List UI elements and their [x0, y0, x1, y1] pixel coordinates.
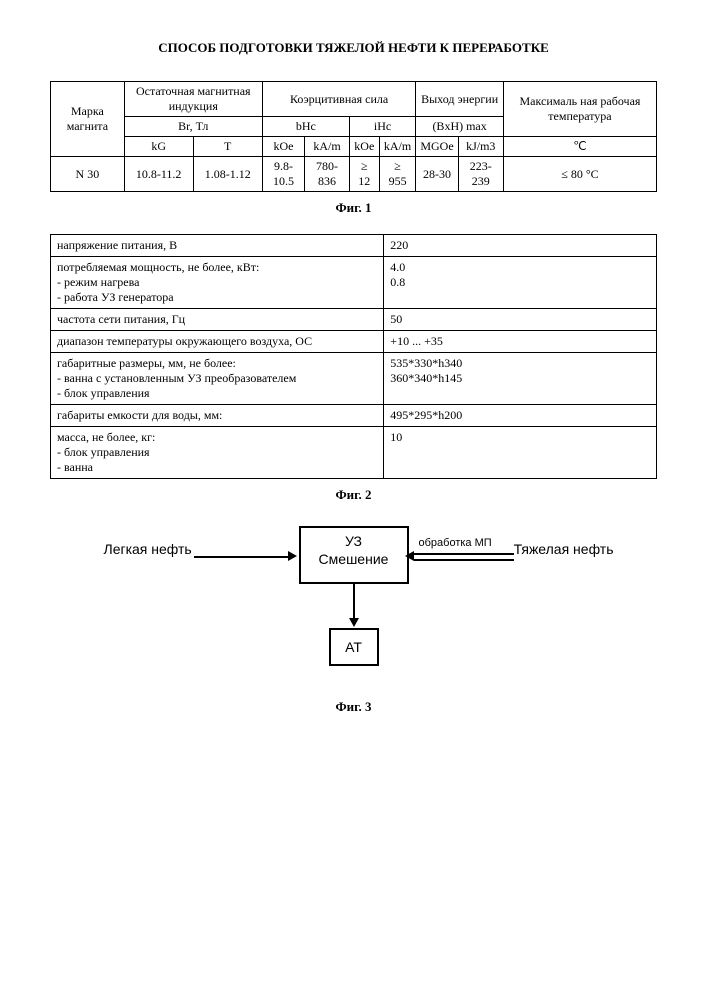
cell: 28-30: [416, 157, 458, 192]
unit: MGOe: [416, 137, 458, 157]
table-specs: напряжение питания, В220потребляемая мощ…: [50, 234, 657, 479]
unit: kA/m: [305, 137, 350, 157]
arrow-line: [194, 556, 289, 558]
table-row: масса, не более, кг: - блок управления -…: [51, 427, 657, 479]
arrow-line: [414, 553, 514, 555]
page-title: СПОСОБ ПОДГОТОВКИ ТЯЖЕЛОЙ НЕФТИ К ПЕРЕРА…: [50, 40, 657, 56]
unit: T: [193, 137, 262, 157]
unit: kG: [124, 137, 193, 157]
th-br: Br, Тл: [124, 117, 262, 137]
th-ihc: iHc: [349, 117, 416, 137]
cell: 780-836: [305, 157, 350, 192]
cell: N 30: [51, 157, 125, 192]
table-row: напряжение питания, В220: [51, 235, 657, 257]
table-row: потребляемая мощность, не более, кВт: - …: [51, 257, 657, 309]
unit: kA/m: [379, 137, 416, 157]
arrow-line: [353, 584, 355, 619]
spec-label: частота сети питания, Гц: [51, 309, 384, 331]
mix-box: УЗ Смешение: [299, 526, 409, 584]
flowchart: Легкая нефть Тяжелая нефть обработка МП …: [74, 521, 634, 691]
mix-l2: Смешение: [301, 550, 407, 568]
at-box: АТ: [329, 628, 379, 666]
cell: ≤ 80 °C: [503, 157, 656, 192]
th-bxh: (BxH) max: [416, 117, 504, 137]
spec-value: 4.0 0.8: [384, 257, 657, 309]
spec-label: габариты емкости для воды, мм:: [51, 405, 384, 427]
th-temp: Максималь ная рабочая температура: [503, 82, 656, 137]
spec-value: 535*330*h340 360*340*h145: [384, 353, 657, 405]
spec-label: габаритные размеры, мм, не более: - ванн…: [51, 353, 384, 405]
light-oil-l1: Легкая нефть: [104, 541, 192, 557]
spec-label: масса, не более, кг: - блок управления -…: [51, 427, 384, 479]
th-bhc: bHc: [262, 117, 349, 137]
flow-left-label: Легкая нефть: [104, 541, 192, 558]
cell: ≥ 955: [379, 157, 416, 192]
table-row: габаритные размеры, мм, не более: - ванн…: [51, 353, 657, 405]
mix-l1: УЗ: [301, 532, 407, 550]
spec-value: +10 ... +35: [384, 331, 657, 353]
cell: 10.8-11.2: [124, 157, 193, 192]
spec-value: 50: [384, 309, 657, 331]
table-row: N 30 10.8-11.2 1.08-1.12 9.8-10.5 780-83…: [51, 157, 657, 192]
arrow-line: [414, 559, 514, 561]
unit: kOe: [349, 137, 379, 157]
spec-label: потребляемая мощность, не более, кВт: - …: [51, 257, 384, 309]
th-energy: Выход энергии: [416, 82, 504, 117]
spec-label: диапазон температуры окружающего воздуха…: [51, 331, 384, 353]
spec-value: 10: [384, 427, 657, 479]
heavy-oil: Тяжелая нефть: [514, 541, 614, 557]
table-row: частота сети питания, Гц50: [51, 309, 657, 331]
unit: ℃: [503, 137, 656, 157]
fig2-label: Фиг. 2: [50, 487, 657, 503]
unit: kOe: [262, 137, 304, 157]
th-resid: Остаточная магнитная индукция: [124, 82, 262, 117]
spec-value: 495*295*h200: [384, 405, 657, 427]
fig3-label: Фиг. 3: [50, 699, 657, 715]
flow-right-label: Тяжелая нефть: [514, 541, 614, 558]
arrow-head-icon: [349, 618, 359, 627]
cell: 1.08-1.12: [193, 157, 262, 192]
table-row: диапазон температуры окружающего воздуха…: [51, 331, 657, 353]
at-label: АТ: [345, 639, 362, 655]
mp-label: обработка МП: [419, 537, 492, 549]
fig1-label: Фиг. 1: [50, 200, 657, 216]
unit: kJ/m3: [458, 137, 503, 157]
th-coer: Коэрцитивная сила: [262, 82, 415, 117]
arrow-head-icon: [288, 551, 297, 561]
spec-label: напряжение питания, В: [51, 235, 384, 257]
table-row: габариты емкости для воды, мм:495*295*h2…: [51, 405, 657, 427]
cell: 9.8-10.5: [262, 157, 304, 192]
table-magnet: Марка магнита Остаточная магнитная индук…: [50, 81, 657, 192]
cell: ≥ 12: [349, 157, 379, 192]
th-brand: Марка магнита: [51, 82, 125, 157]
cell: 223-239: [458, 157, 503, 192]
spec-value: 220: [384, 235, 657, 257]
